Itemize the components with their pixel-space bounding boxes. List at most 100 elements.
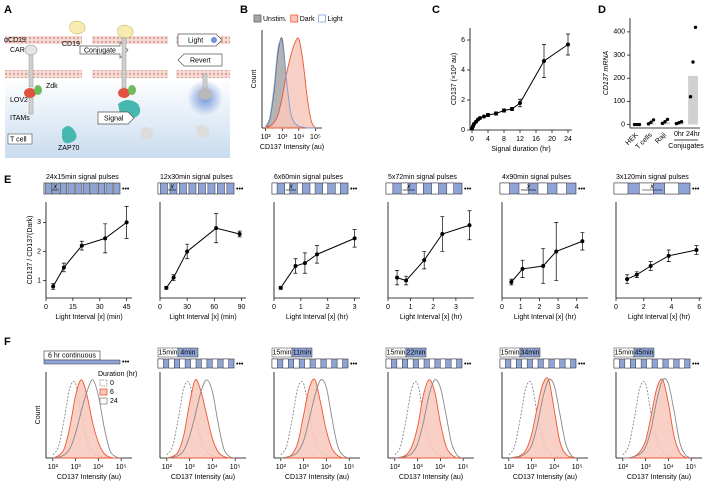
legend-swatch [99,388,108,396]
x-axis-label: Light Interval [x] (hr) [400,314,462,321]
schematic-cell [282,358,289,369]
bar [688,75,698,125]
interval-symbol: x [649,183,654,190]
x-tick-label: 16 [532,136,540,143]
x-tick-label: 0 [44,304,48,311]
schematic-cell [81,182,84,195]
more-symbol: ••• [464,361,472,368]
x-tick-label: 0hr [674,131,685,138]
label: T cell [10,136,27,143]
x-tick-label: 10³ [299,464,310,471]
label: ZAP70 [58,145,80,152]
legend-label: Dark [300,16,315,23]
density-curve [394,379,464,459]
y-tick-label: 4 [461,67,465,74]
x-tick-label: 3 [556,304,560,311]
schematic-cell [613,182,629,195]
density-curve [622,378,692,459]
legend-swatch [99,379,108,387]
schematic-label: 15min [614,349,633,356]
dot [635,122,639,127]
chart-title: 6x60min signal pulses [274,174,343,181]
membrane [5,70,82,78]
schematic-cell [58,182,61,195]
legend-title: Duration (hr) [98,371,137,378]
schematic-cell [431,182,439,195]
x-axis-label: Light Interval [x] (hr) [286,314,348,321]
dot [693,25,698,29]
label: Light [188,37,203,44]
point [440,232,445,236]
panel-letter: D [598,4,606,16]
schematic-cell [112,182,114,195]
x-tick-label: 30 [96,304,104,311]
point [164,285,169,290]
x-tick-label: 10² [261,134,272,141]
point [520,266,525,271]
schematic-cell [291,347,313,358]
label: CD19 [62,41,80,48]
schematic-cell [396,358,403,369]
point [352,236,357,241]
label: LOV2 [10,97,28,104]
schematic-cell [385,182,394,195]
schematic-cell [613,358,620,369]
y-tick-label: 3 [37,219,41,226]
x-tick-label: 10⁴ [549,464,560,471]
x-tick-label: 30 [183,304,191,311]
schematic-cell [168,358,175,369]
zap70-shape [62,126,77,144]
schematic-cell [537,182,548,195]
point [404,278,409,283]
membrane [92,70,168,78]
x-tick-label: 6 [697,304,701,311]
x-tick-label: 0 [272,304,276,311]
interval-symbol: x [406,183,411,190]
arrow [97,111,135,125]
membrane [92,36,168,44]
schematic-cell [554,358,560,369]
line [396,224,470,282]
schematic-cell [190,358,197,369]
chart-title: 24x15min signal pulses [46,174,119,181]
label: Signal [104,115,124,122]
point [315,252,319,257]
x-tick-label: 2 [326,304,330,311]
more-symbol: ••• [122,359,130,366]
schematic-cell [336,358,343,369]
x-tick-label: 10² [276,464,287,471]
schematic-label: 11min [293,349,312,356]
schematic-cell [440,358,446,369]
more-symbol: ••• [350,186,358,193]
point [518,101,522,105]
point [541,264,546,268]
x-tick-label: 10⁵ [686,464,697,471]
schematic-cell [322,182,328,195]
light-icon [211,37,217,43]
schematic-cell [678,358,685,369]
schematic-label: 4min [180,349,195,356]
cd19-shape [69,20,86,35]
x-tick-label: 2 [431,304,435,311]
point [395,275,400,280]
itam-stalk [28,97,34,115]
x-tick-label: 45 [123,304,131,311]
x-axis-label: CD137 Intensity (au) [260,144,324,151]
x-tick-label: Raji [654,131,668,145]
y-axis-label: Count [251,70,258,89]
x-tick-label: 10² [48,464,59,471]
more-symbol: ••• [578,361,586,368]
dot [637,122,642,127]
x-tick-label: 2 [537,304,541,311]
y-axis-label: CD137 / CD137(Dark) [27,216,34,285]
more-symbol: ••• [464,186,472,193]
panel-letter: E [4,174,11,186]
line [510,240,583,283]
point [302,261,307,266]
y-tick-label: 0 [621,121,625,128]
interval-symbol: x [170,183,175,190]
schematic-cell [450,358,457,369]
x-tick-label: 4 [575,304,579,311]
x-tick-label: 3 [353,304,357,311]
density-curve [52,379,122,459]
